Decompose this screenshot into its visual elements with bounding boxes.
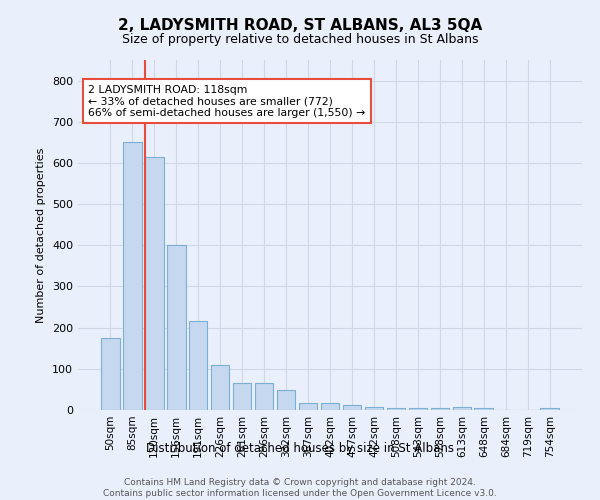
Bar xyxy=(189,322,208,410)
Bar xyxy=(145,157,164,410)
Bar xyxy=(211,364,229,410)
Bar xyxy=(409,408,427,410)
Bar xyxy=(299,403,317,410)
Bar xyxy=(452,406,471,410)
Bar xyxy=(475,408,493,410)
Bar xyxy=(123,142,142,410)
Bar xyxy=(386,408,405,410)
Bar xyxy=(365,406,383,410)
Text: 2, LADYSMITH ROAD, ST ALBANS, AL3 5QA: 2, LADYSMITH ROAD, ST ALBANS, AL3 5QA xyxy=(118,18,482,32)
Bar xyxy=(277,390,295,410)
Bar xyxy=(541,408,559,410)
Text: Distribution of detached houses by size in St Albans: Distribution of detached houses by size … xyxy=(146,442,454,455)
Bar xyxy=(255,383,274,410)
Text: Size of property relative to detached houses in St Albans: Size of property relative to detached ho… xyxy=(122,32,478,46)
Bar xyxy=(320,404,340,410)
Y-axis label: Number of detached properties: Number of detached properties xyxy=(37,148,46,322)
Bar xyxy=(167,246,185,410)
Text: Contains HM Land Registry data © Crown copyright and database right 2024.
Contai: Contains HM Land Registry data © Crown c… xyxy=(103,478,497,498)
Bar xyxy=(431,408,449,410)
Bar xyxy=(343,405,361,410)
Bar xyxy=(101,338,119,410)
Bar xyxy=(233,383,251,410)
Text: 2 LADYSMITH ROAD: 118sqm
← 33% of detached houses are smaller (772)
66% of semi-: 2 LADYSMITH ROAD: 118sqm ← 33% of detach… xyxy=(88,84,365,117)
